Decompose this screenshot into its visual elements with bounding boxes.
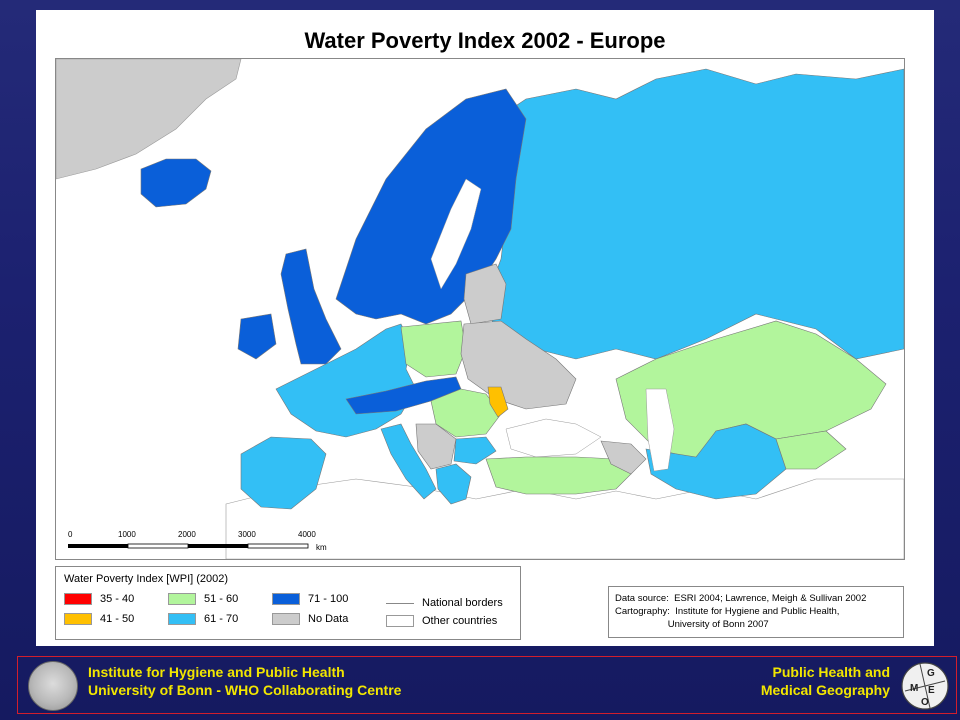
baltic-sea bbox=[430, 178, 482, 290]
legend-label: 51 - 60 bbox=[204, 593, 239, 605]
map-frame: 0 1000 2000 3000 4000 km bbox=[55, 58, 905, 560]
scale-bar: 0 1000 2000 3000 4000 km bbox=[68, 530, 327, 552]
source-line-2: Cartography: Institute for Hygiene and P… bbox=[615, 606, 840, 617]
university-seal-icon bbox=[28, 661, 78, 711]
legend-swatch bbox=[272, 593, 300, 605]
svg-text:O: O bbox=[921, 697, 929, 708]
legend-swatch bbox=[64, 593, 92, 605]
black-sea bbox=[505, 418, 602, 458]
border-line-swatch bbox=[386, 602, 414, 604]
legend-label: 41 - 50 bbox=[100, 613, 135, 625]
north-africa-middle-east bbox=[225, 478, 904, 559]
scale-tick-2: 2000 bbox=[178, 530, 196, 539]
italy bbox=[380, 423, 437, 500]
footer: Institute for Hygiene and Public Health … bbox=[17, 656, 957, 714]
turkey bbox=[485, 456, 632, 495]
svg-text:E: E bbox=[928, 685, 935, 696]
legend-item-national-borders: National borders bbox=[386, 597, 503, 609]
legend-item-71-100: 71 - 100 bbox=[272, 593, 348, 605]
geo-logo-icon: G M E O bbox=[901, 662, 949, 710]
legend-item-35-40: 35 - 40 bbox=[64, 593, 134, 605]
legend-swatch bbox=[168, 613, 196, 625]
department-line-1: Public Health and bbox=[772, 664, 890, 680]
moldova bbox=[487, 386, 509, 418]
scale-tick-3: 3000 bbox=[238, 530, 256, 539]
balkans bbox=[415, 423, 457, 470]
institute-line-1: Institute for Hygiene and Public Health bbox=[88, 664, 345, 680]
poland bbox=[400, 320, 467, 378]
greenland bbox=[56, 59, 242, 180]
iberia bbox=[240, 436, 327, 510]
institute-name: Institute for Hygiene and Public Health … bbox=[88, 663, 401, 699]
source-line-3: University of Bonn 2007 bbox=[615, 619, 769, 630]
scale-unit: km bbox=[316, 543, 327, 552]
caucasus bbox=[600, 440, 647, 475]
scale-tick-4: 4000 bbox=[298, 530, 316, 539]
institute-line-2: University of Bonn - WHO Collaborating C… bbox=[88, 682, 402, 698]
baltic-states bbox=[463, 263, 507, 325]
legend-label: 71 - 100 bbox=[308, 593, 349, 605]
bulgaria bbox=[453, 436, 497, 465]
legend-label: Other countries bbox=[422, 615, 498, 627]
europe-map: 0 1000 2000 3000 4000 km bbox=[56, 59, 904, 559]
scandinavia bbox=[335, 88, 527, 325]
source-box: Data source: ESRI 2004; Lawrence, Meigh … bbox=[608, 586, 904, 638]
department-line-2: Medical Geography bbox=[760, 682, 890, 698]
legend-label: 61 - 70 bbox=[204, 613, 239, 625]
greece bbox=[435, 463, 472, 505]
legend-label: 35 - 40 bbox=[100, 593, 135, 605]
scale-tick-1: 1000 bbox=[118, 530, 136, 539]
legend-title: Water Poverty Index [WPI] (2002) bbox=[64, 573, 229, 585]
legend-item-51-60: 51 - 60 bbox=[168, 593, 238, 605]
legend-label: National borders bbox=[422, 597, 503, 609]
department-name: Public Health and Medical Geography bbox=[761, 663, 890, 699]
legend-label: No Data bbox=[308, 613, 349, 625]
kyrgyzstan bbox=[775, 430, 847, 470]
legend-item-41-50: 41 - 50 bbox=[64, 613, 134, 625]
iceland bbox=[140, 158, 212, 208]
russia bbox=[485, 68, 904, 360]
ireland bbox=[237, 313, 277, 360]
legend-swatch bbox=[168, 593, 196, 605]
caspian-sea bbox=[645, 388, 675, 472]
source-line-1: Data source: ESRI 2004; Lawrence, Meigh … bbox=[615, 593, 867, 604]
map-title: Water Poverty Index 2002 - Europe bbox=[304, 28, 666, 53]
legend-swatch-other bbox=[386, 615, 414, 627]
legend-swatch bbox=[272, 613, 300, 625]
legend-item-no-data: No Data bbox=[272, 613, 348, 625]
svg-text:M: M bbox=[910, 683, 918, 694]
legend-item-other-countries: Other countries bbox=[386, 615, 497, 627]
map-legend: Water Poverty Index [WPI] (2002) 35 - 40… bbox=[55, 566, 521, 640]
scale-tick-0: 0 bbox=[68, 530, 73, 539]
map-panel: Water Poverty Index 2002 - Europe bbox=[36, 10, 934, 646]
svg-text:G: G bbox=[927, 668, 935, 679]
legend-item-61-70: 61 - 70 bbox=[168, 613, 238, 625]
legend-swatch bbox=[64, 613, 92, 625]
